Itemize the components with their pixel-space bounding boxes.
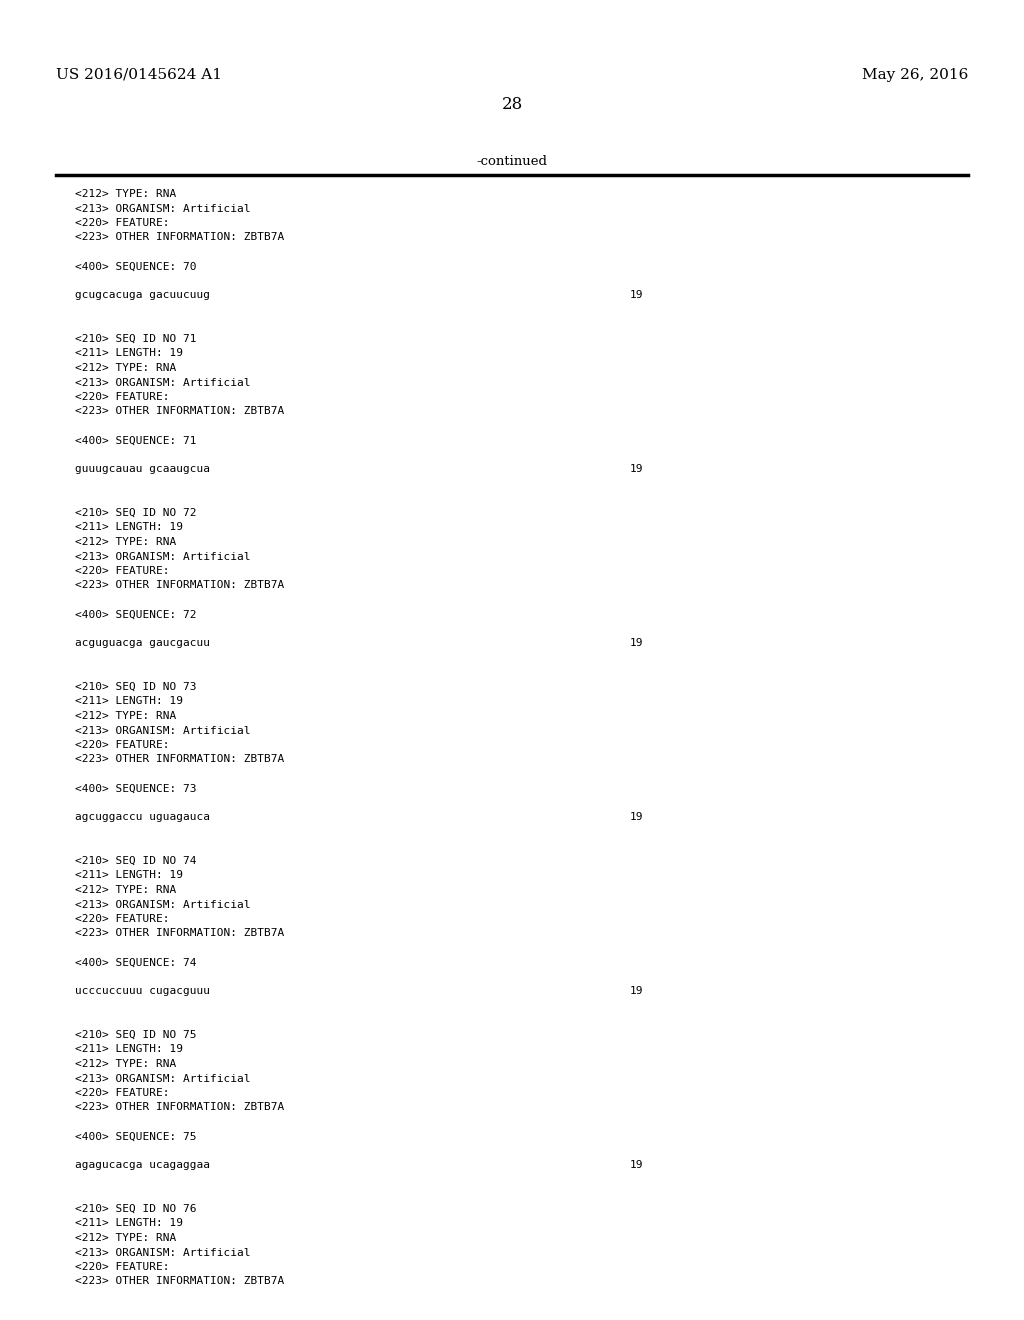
Text: <223> OTHER INFORMATION: ZBTB7A: <223> OTHER INFORMATION: ZBTB7A — [75, 407, 285, 417]
Text: <213> ORGANISM: Artificial: <213> ORGANISM: Artificial — [75, 378, 251, 388]
Text: 19: 19 — [630, 465, 643, 474]
Text: <400> SEQUENCE: 73: <400> SEQUENCE: 73 — [75, 784, 197, 793]
Text: <220> FEATURE:: <220> FEATURE: — [75, 1088, 170, 1098]
Text: <400> SEQUENCE: 72: <400> SEQUENCE: 72 — [75, 610, 197, 619]
Text: <213> ORGANISM: Artificial: <213> ORGANISM: Artificial — [75, 899, 251, 909]
Text: <223> OTHER INFORMATION: ZBTB7A: <223> OTHER INFORMATION: ZBTB7A — [75, 1102, 285, 1113]
Text: <210> SEQ ID NO 76: <210> SEQ ID NO 76 — [75, 1204, 197, 1214]
Text: <211> LENGTH: 19: <211> LENGTH: 19 — [75, 348, 183, 359]
Text: guuugcauau gcaaugcua: guuugcauau gcaaugcua — [75, 465, 210, 474]
Text: US 2016/0145624 A1: US 2016/0145624 A1 — [56, 69, 222, 82]
Text: <400> SEQUENCE: 74: <400> SEQUENCE: 74 — [75, 957, 197, 968]
Text: <212> TYPE: RNA: <212> TYPE: RNA — [75, 1059, 176, 1069]
Text: <210> SEQ ID NO 75: <210> SEQ ID NO 75 — [75, 1030, 197, 1040]
Text: <212> TYPE: RNA: <212> TYPE: RNA — [75, 363, 176, 374]
Text: <220> FEATURE:: <220> FEATURE: — [75, 741, 170, 750]
Text: <212> TYPE: RNA: <212> TYPE: RNA — [75, 884, 176, 895]
Text: ucccuccuuu cugacguuu: ucccuccuuu cugacguuu — [75, 986, 210, 997]
Text: <220> FEATURE:: <220> FEATURE: — [75, 566, 170, 576]
Text: <211> LENGTH: 19: <211> LENGTH: 19 — [75, 1044, 183, 1055]
Text: <400> SEQUENCE: 71: <400> SEQUENCE: 71 — [75, 436, 197, 446]
Text: agcuggaccu uguagauca: agcuggaccu uguagauca — [75, 813, 210, 822]
Text: <400> SEQUENCE: 70: <400> SEQUENCE: 70 — [75, 261, 197, 272]
Text: <212> TYPE: RNA: <212> TYPE: RNA — [75, 711, 176, 721]
Text: <211> LENGTH: 19: <211> LENGTH: 19 — [75, 523, 183, 532]
Text: <213> ORGANISM: Artificial: <213> ORGANISM: Artificial — [75, 726, 251, 735]
Text: <210> SEQ ID NO 71: <210> SEQ ID NO 71 — [75, 334, 197, 345]
Text: acguguacga gaucgacuu: acguguacga gaucgacuu — [75, 639, 210, 648]
Text: <220> FEATURE:: <220> FEATURE: — [75, 392, 170, 403]
Text: 19: 19 — [630, 290, 643, 301]
Text: -continued: -continued — [476, 154, 548, 168]
Text: <213> ORGANISM: Artificial: <213> ORGANISM: Artificial — [75, 1247, 251, 1258]
Text: agagucacga ucagaggaa: agagucacga ucagaggaa — [75, 1160, 210, 1171]
Text: <212> TYPE: RNA: <212> TYPE: RNA — [75, 1233, 176, 1243]
Text: <211> LENGTH: 19: <211> LENGTH: 19 — [75, 870, 183, 880]
Text: 28: 28 — [502, 96, 522, 114]
Text: 19: 19 — [630, 639, 643, 648]
Text: <220> FEATURE:: <220> FEATURE: — [75, 1262, 170, 1272]
Text: 19: 19 — [630, 813, 643, 822]
Text: 19: 19 — [630, 986, 643, 997]
Text: <220> FEATURE:: <220> FEATURE: — [75, 218, 170, 228]
Text: <213> ORGANISM: Artificial: <213> ORGANISM: Artificial — [75, 1073, 251, 1084]
Text: <211> LENGTH: 19: <211> LENGTH: 19 — [75, 697, 183, 706]
Text: <223> OTHER INFORMATION: ZBTB7A: <223> OTHER INFORMATION: ZBTB7A — [75, 755, 285, 764]
Text: <211> LENGTH: 19: <211> LENGTH: 19 — [75, 1218, 183, 1229]
Text: <210> SEQ ID NO 74: <210> SEQ ID NO 74 — [75, 855, 197, 866]
Text: <213> ORGANISM: Artificial: <213> ORGANISM: Artificial — [75, 203, 251, 214]
Text: <213> ORGANISM: Artificial: <213> ORGANISM: Artificial — [75, 552, 251, 561]
Text: <220> FEATURE:: <220> FEATURE: — [75, 913, 170, 924]
Text: <223> OTHER INFORMATION: ZBTB7A: <223> OTHER INFORMATION: ZBTB7A — [75, 1276, 285, 1287]
Text: <223> OTHER INFORMATION: ZBTB7A: <223> OTHER INFORMATION: ZBTB7A — [75, 928, 285, 939]
Text: May 26, 2016: May 26, 2016 — [861, 69, 968, 82]
Text: 19: 19 — [630, 1160, 643, 1171]
Text: <210> SEQ ID NO 72: <210> SEQ ID NO 72 — [75, 508, 197, 517]
Text: <212> TYPE: RNA: <212> TYPE: RNA — [75, 537, 176, 546]
Text: <210> SEQ ID NO 73: <210> SEQ ID NO 73 — [75, 682, 197, 692]
Text: <223> OTHER INFORMATION: ZBTB7A: <223> OTHER INFORMATION: ZBTB7A — [75, 581, 285, 590]
Text: <223> OTHER INFORMATION: ZBTB7A: <223> OTHER INFORMATION: ZBTB7A — [75, 232, 285, 243]
Text: <400> SEQUENCE: 75: <400> SEQUENCE: 75 — [75, 1131, 197, 1142]
Text: <212> TYPE: RNA: <212> TYPE: RNA — [75, 189, 176, 199]
Text: gcugcacuga gacuucuug: gcugcacuga gacuucuug — [75, 290, 210, 301]
